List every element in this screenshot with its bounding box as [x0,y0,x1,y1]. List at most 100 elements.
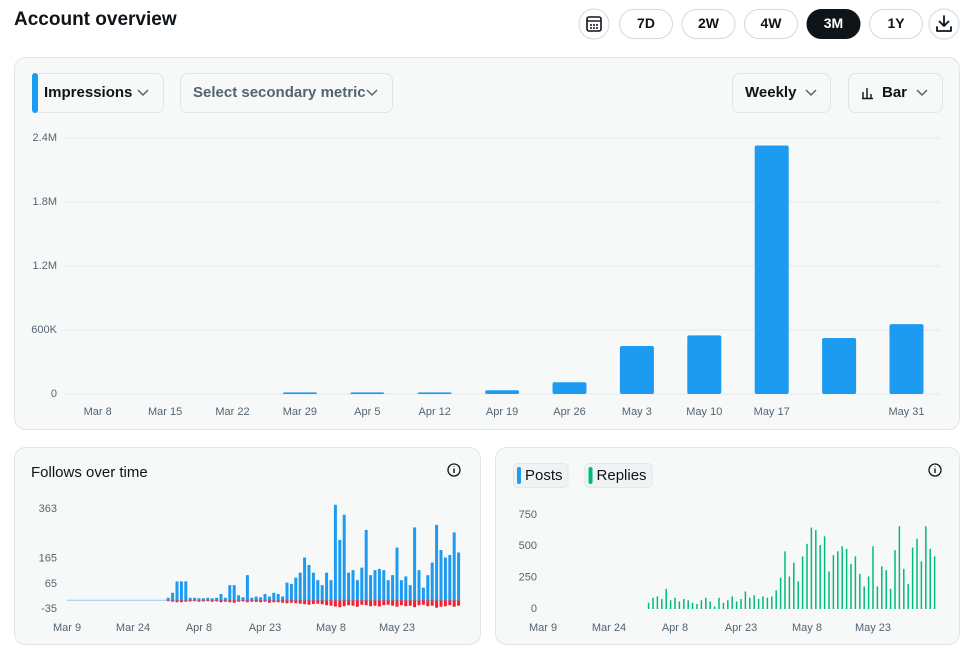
bar [413,527,417,601]
calendar-button[interactable] [578,8,610,40]
x-tick-label: May 31 [888,406,924,418]
bar [285,600,289,604]
bar [867,576,870,609]
range-button[interactable]: 7D [619,9,673,39]
range-button-bg [869,9,923,39]
interval: Weekly [745,84,797,101]
bar [338,539,342,601]
bar [237,600,241,602]
bar [775,590,777,609]
primary-metric-dropdown[interactable]: Impressions [32,73,164,113]
y-tick-label: 0 [531,603,537,615]
bar [285,582,289,601]
bar [342,514,346,601]
posts-replies-card [495,447,960,645]
bar [754,145,789,394]
x-tick-label: Apr 19 [486,406,518,418]
bar [391,575,395,601]
x-tick-label: Mar 22 [215,406,249,418]
bar [669,600,672,609]
info-icon[interactable] [447,463,461,477]
x-tick-label: Mar 29 [283,406,317,418]
bar [859,573,861,609]
bar [661,598,663,609]
bar [700,600,703,609]
bar [744,591,747,609]
bar [652,597,654,609]
bar [863,586,865,609]
bar [201,600,205,602]
bar [298,600,302,604]
bar [254,600,258,603]
bar [282,392,317,394]
follows-card [14,447,481,645]
bar [395,547,399,601]
y-tick-label: 500 [519,540,537,552]
bar [333,600,337,607]
bar [369,575,373,601]
bar [307,565,311,601]
x-tick-label: Apr 5 [354,406,380,418]
bar [399,600,403,606]
bar [311,572,315,601]
bar [316,580,320,601]
range-button[interactable]: 3M [806,9,861,39]
bar [832,555,835,609]
bar [443,600,447,607]
bar [452,532,456,601]
info-icon[interactable] [928,463,942,477]
bar [850,563,852,609]
download-button[interactable] [928,8,960,40]
bar [281,600,285,603]
legend-item[interactable]: Replies [584,463,653,488]
bar [916,538,918,609]
x-tick-label: Apr 23 [249,622,281,634]
range-label: 7D [637,15,655,31]
y-tick-label: 165 [39,553,57,565]
range-button[interactable]: 2W [681,9,736,39]
bar [276,600,280,603]
range-button-bg [619,9,673,39]
interval-dropdown[interactable]: Weekly [732,73,831,113]
bar [647,602,650,609]
range-button[interactable]: 4W [744,9,798,39]
bar [779,577,782,609]
bar [421,600,425,605]
bar [219,593,223,601]
bar [408,585,412,601]
secondary-metric-dropdown[interactable]: Select secondary metric [180,73,393,113]
bar [373,600,377,606]
bar [683,598,685,609]
chart-style: Bar [882,84,907,101]
x-tick-label: May 8 [792,622,822,634]
chart-style-dropdown[interactable]: Bar [848,73,943,113]
range-button[interactable]: 1Y [869,9,923,39]
range-button-bg [744,9,798,39]
legend-chip [584,463,653,488]
bar [210,600,214,602]
bar [395,600,399,607]
bar [762,596,764,609]
x-tick-label: May 23 [855,622,891,634]
bar [731,596,733,609]
bar [806,543,808,609]
bar [457,600,461,606]
bar [443,557,447,601]
legend-item[interactable]: Posts [513,463,569,488]
bar [210,598,214,601]
bar [215,600,219,602]
bar [254,596,258,601]
bar [206,600,210,602]
bar [788,576,791,609]
bar [360,567,364,601]
bar [696,603,698,609]
bar [369,600,373,607]
bar [245,575,249,601]
bar [184,600,188,602]
bar [815,530,817,609]
x-tick-label: Apr 26 [553,406,585,418]
bar [841,546,843,609]
bar [810,527,813,609]
bar [276,593,280,601]
bar [188,600,192,602]
